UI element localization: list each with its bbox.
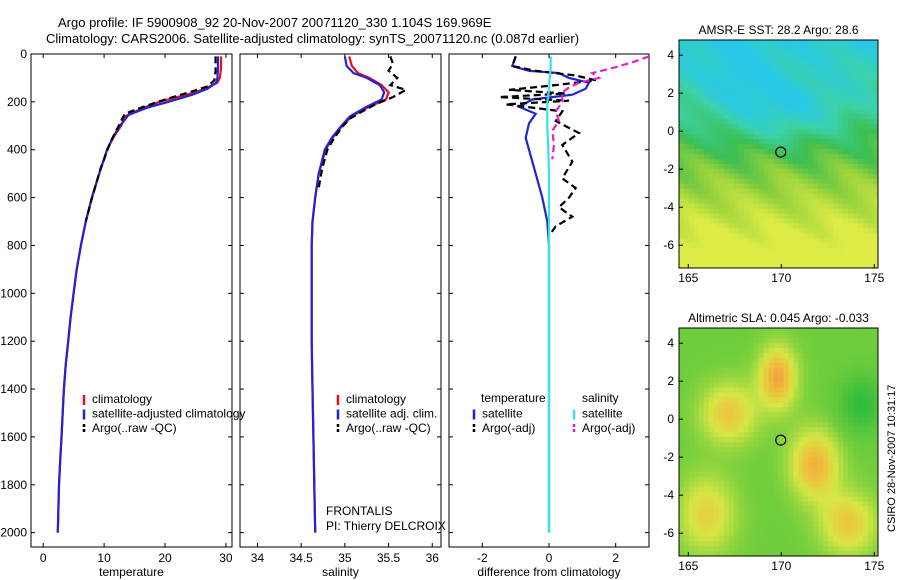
float-location-marker <box>775 434 787 446</box>
float-location-marker <box>775 146 787 158</box>
x-tick-label: 35.5 <box>377 551 401 565</box>
y-tick-label: -2 <box>663 162 674 176</box>
y-tick-label: 0 <box>20 47 27 61</box>
y-tick-label: 2000 <box>0 526 27 540</box>
y-tick-label: 1400 <box>0 382 27 396</box>
x-tick-label: 170 <box>771 271 791 285</box>
series-group <box>310 56 409 533</box>
x-tick-label: 30 <box>219 551 233 565</box>
legend-label: satellite <box>482 407 523 421</box>
y-tick-label: 1800 <box>0 478 27 492</box>
series-group <box>498 55 649 533</box>
legend-difference: temperaturesatelliteArgo(-adj)salinitysa… <box>472 391 635 435</box>
x-tick-label: 20 <box>158 551 172 565</box>
series-line <box>310 56 386 533</box>
x-tick-label: 2 <box>612 551 619 565</box>
legend-label: Argo(..raw -QC) <box>346 421 431 435</box>
y-tick-label: 2 <box>667 374 674 388</box>
legend-label: Argo(..raw -QC) <box>92 421 177 435</box>
x-tick-label: 170 <box>771 559 791 573</box>
x-tick-label: -2 <box>477 551 488 565</box>
x-tick-label: 34 <box>251 551 265 565</box>
y-tick-label: 1600 <box>0 430 27 444</box>
x-tick-label: 34.5 <box>289 551 313 565</box>
y-tick-label: -4 <box>663 488 674 502</box>
map-sst_map: 165 170 175 -6 -4 -2 0 2 4 AMSR-E SST: 28.2 Argo:… <box>663 23 884 285</box>
y-tick-label: -6 <box>663 526 674 540</box>
legend-label: Argo(-adj) <box>482 421 535 435</box>
figure-title-line2: Climatology: CARS2006. Satellite-adjuste… <box>46 31 580 46</box>
x-tick-label: 0 <box>40 551 47 565</box>
y-tick-label: 0 <box>667 124 674 138</box>
panel-temperature: 0 10 20 30 0 200 400 600 800 1000 1200 1400 1600 1800… <box>0 47 233 579</box>
series-line <box>84 56 217 222</box>
map-field <box>679 328 879 557</box>
x-tick-label: 10 <box>97 551 111 565</box>
map-title: AMSR-E SST: 28.2 Argo: 28.6 <box>698 23 858 37</box>
legend-label: climatology <box>92 392 152 406</box>
y-tick-label: 200 <box>7 95 27 109</box>
figure-title-line1: Argo profile: IF 5900908_92 20-Nov-2007 … <box>58 15 492 30</box>
x-tick-label: 165 <box>678 559 698 573</box>
y-tick-label: 0 <box>667 412 674 426</box>
map-title: Altimetric SLA: 0.045 Argo: -0.033 <box>688 311 869 325</box>
y-tick-label: 4 <box>667 48 674 62</box>
y-tick-label: 600 <box>7 191 27 205</box>
series-line <box>546 56 552 533</box>
annotation-line: PI: Thierry DELCROIX <box>326 519 446 533</box>
y-tick-label: 2 <box>667 86 674 100</box>
map-field <box>679 40 879 269</box>
series-line <box>498 56 596 237</box>
legend-label: satellite-adjusted climatology <box>92 407 245 421</box>
panel-salinity: 34 34.5 35 35.5 36 salinity <box>239 53 442 579</box>
y-tick-label: 800 <box>7 238 27 252</box>
legend-label: satellite <box>582 407 623 421</box>
y-tick-label: 4 <box>667 336 674 350</box>
legend-heading: salinity <box>582 391 619 405</box>
x-tick-label: 165 <box>678 271 698 285</box>
map-frame <box>678 39 879 269</box>
series-line <box>551 55 649 160</box>
panel-frame <box>239 53 442 548</box>
map-sla_map: 165 170 175 -6 -4 -2 0 2 4 Altimetric SLA: 0.045 … <box>663 311 884 573</box>
legend-label: satellite adj. clim. <box>346 407 437 421</box>
x-tick-label: 175 <box>864 559 884 573</box>
x-tick-label: 35 <box>338 551 352 565</box>
x-axis-label: difference from climatology <box>477 565 620 579</box>
x-tick-label: 175 <box>864 271 884 285</box>
annotation-line: FRONTALIS <box>326 504 392 518</box>
map-frame <box>678 327 879 557</box>
x-axis-label: salinity <box>322 565 359 579</box>
y-tick-label: 1200 <box>0 334 27 348</box>
y-tick-label: -6 <box>663 238 674 252</box>
y-tick-label: -4 <box>663 200 674 214</box>
panel-frame <box>30 53 233 548</box>
y-tick-label: 400 <box>7 143 27 157</box>
y-tick-label: -2 <box>663 450 674 464</box>
credit-stamp: CSIRO 28-Nov-2007 10:31:17 <box>886 384 898 532</box>
legend-label: Argo(-adj) <box>582 421 635 435</box>
legend-heading: temperature <box>481 391 546 405</box>
y-tick-label: 1000 <box>0 286 27 300</box>
legend-label: climatology <box>346 392 406 406</box>
series-group <box>56 56 223 533</box>
x-axis-label: temperature <box>99 565 164 579</box>
x-tick-label: 36 <box>426 551 440 565</box>
x-tick-label: 0 <box>546 551 553 565</box>
